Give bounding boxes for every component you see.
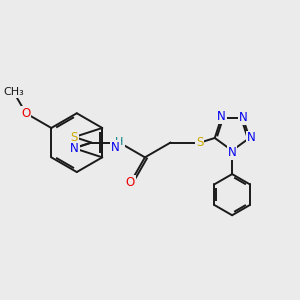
Text: N: N bbox=[238, 111, 247, 124]
Text: S: S bbox=[70, 130, 78, 143]
Text: S: S bbox=[196, 136, 203, 149]
Text: O: O bbox=[21, 107, 31, 120]
Text: N: N bbox=[70, 142, 79, 155]
Text: O: O bbox=[126, 176, 135, 189]
Text: N: N bbox=[217, 110, 226, 123]
Text: N: N bbox=[111, 141, 120, 154]
Text: N: N bbox=[247, 131, 255, 145]
Text: CH₃: CH₃ bbox=[3, 87, 24, 97]
Text: N: N bbox=[228, 146, 236, 159]
Text: H: H bbox=[115, 137, 124, 147]
